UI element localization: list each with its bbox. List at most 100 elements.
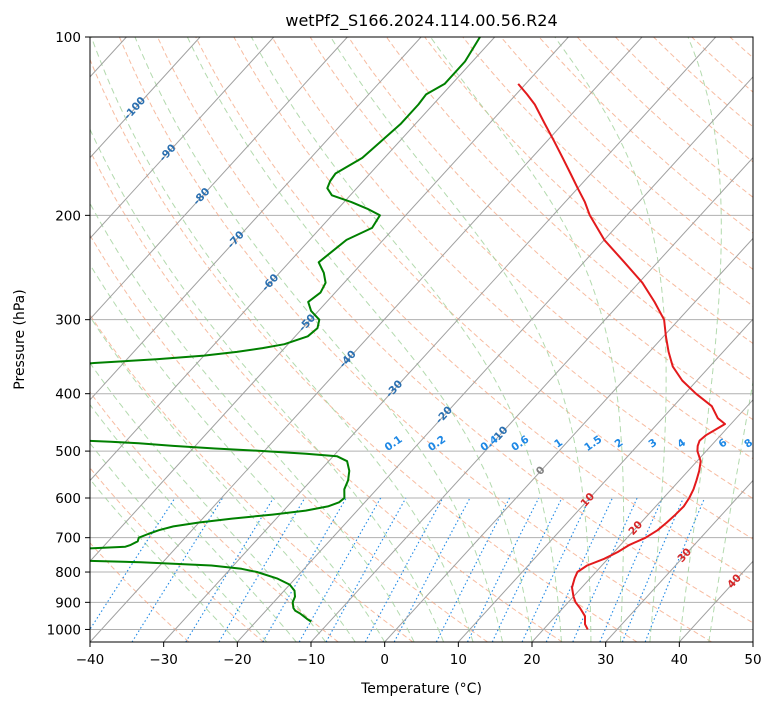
mixing-ratio-label: 2 <box>613 437 626 451</box>
background-lines <box>90 37 775 642</box>
moist-adiabat <box>90 128 445 642</box>
isotherm-line <box>90 37 201 159</box>
isotherm-line <box>163 37 717 642</box>
y-tick-label: 500 <box>55 444 81 460</box>
x-axis-label: Temperature (°C) <box>360 681 482 697</box>
mixing-ratio-line <box>599 497 663 642</box>
dry-adiabat <box>90 234 488 642</box>
series-layer <box>90 37 726 630</box>
mixing-ratio-label: 10 <box>761 435 775 453</box>
isotherm-line <box>90 37 422 401</box>
moist-adiabat <box>90 362 327 642</box>
moist-adiabat <box>708 379 753 642</box>
moist-adiabat <box>330 37 592 642</box>
chart-title: wetPf2_S166.2024.114.00.56.R24 <box>285 11 557 31</box>
dry-adiabat <box>271 37 753 500</box>
x-tick-label: 20 <box>523 652 540 668</box>
mixing-ratio-label: 1 <box>552 437 565 451</box>
temperature-profile-line <box>517 83 726 630</box>
isotherm-line <box>457 318 753 642</box>
x-tick-label: −40 <box>76 652 105 668</box>
isotherm-line <box>90 37 643 642</box>
dry-adiabat <box>386 37 753 382</box>
mixing-ratio-line <box>185 497 274 642</box>
dry-adiabat <box>90 391 339 642</box>
isotherm-line <box>531 399 753 642</box>
moist-adiabat <box>90 315 356 642</box>
mixing-ratio-line <box>393 497 471 642</box>
mixing-ratio-label: 6 <box>716 437 729 451</box>
dry-adiabat <box>653 37 753 128</box>
moist-adiabat <box>90 263 386 642</box>
y-tick-label: 200 <box>55 208 81 224</box>
dewpoint-profile-line <box>90 37 481 623</box>
isotherm-line <box>605 479 753 642</box>
mixing-ratio-line <box>325 497 407 642</box>
x-tick-label: 30 <box>597 652 614 668</box>
y-tick-label: 400 <box>55 387 81 403</box>
dry-adiabat <box>90 314 414 642</box>
dry-adiabat <box>768 37 775 642</box>
y-axis-label: Pressure (hPa) <box>12 289 28 389</box>
mixing-ratio-line <box>521 497 591 642</box>
mixing-ratio-line <box>621 497 684 642</box>
dry-adiabat <box>615 37 753 163</box>
x-tick-label: −20 <box>223 652 252 668</box>
moist-adiabat <box>90 37 474 642</box>
dry-adiabat <box>538 37 753 234</box>
dry-adiabat <box>157 37 753 624</box>
axes: −40 −30 −20 −10 0 10 20 30 40 50 100 200 300 400 500 60… <box>47 30 762 668</box>
y-tick-label: 300 <box>55 313 81 329</box>
dry-adiabat <box>424 37 753 345</box>
isotherm-line <box>90 37 275 240</box>
mixing-ratio-line <box>545 497 613 642</box>
moist-adiabat <box>90 442 268 642</box>
mixing-ratio-line <box>90 497 176 631</box>
isotherm-line <box>384 237 753 642</box>
isotherm-line <box>90 37 496 482</box>
mixing-ratio-line <box>572 497 638 642</box>
x-tick-label: −10 <box>297 652 326 668</box>
x-tick-label: 40 <box>671 652 688 668</box>
dry-adiabat <box>118 37 712 642</box>
x-tick-label: 50 <box>744 652 761 668</box>
dry-adiabat <box>576 37 753 198</box>
isotherm-line <box>752 641 753 642</box>
moist-adiabat <box>90 403 297 642</box>
dry-adiabat <box>90 467 264 642</box>
mixing-ratio-label: 8 <box>742 437 755 451</box>
isotherm-line <box>236 76 753 642</box>
mixing-ratio-line <box>467 497 540 642</box>
dry-adiabat <box>90 149 563 642</box>
mixing-ratio-line <box>131 497 223 642</box>
x-tick-label: −30 <box>149 652 178 668</box>
dry-adiabat <box>90 58 638 642</box>
dry-adiabat <box>90 542 190 642</box>
moist-adiabat <box>678 37 722 642</box>
dry-adiabat <box>729 37 753 59</box>
dry-adiabat <box>691 37 753 93</box>
y-tick-label: 900 <box>55 595 81 611</box>
dry-adiabat <box>195 37 753 582</box>
isotherm-line <box>90 37 569 563</box>
y-tick-label: 800 <box>55 565 81 581</box>
y-tick-label: 700 <box>55 531 81 547</box>
y-tick-label: 600 <box>55 491 81 507</box>
x-tick-label: 10 <box>450 652 467 668</box>
x-tick-label: 0 <box>380 652 389 668</box>
moist-adiabat <box>186 37 533 642</box>
y-tick-label: 100 <box>55 30 81 46</box>
mixing-ratio-line <box>218 497 306 642</box>
mixing-ratio-line <box>298 497 382 642</box>
moist-adiabat <box>554 37 667 642</box>
mixing-ratio-line <box>644 497 706 642</box>
moist-adiabat <box>430 37 625 642</box>
mixing-ratio-label: 3 <box>646 437 659 451</box>
plot-frame <box>89 36 754 643</box>
moist-adiabat <box>134 37 503 642</box>
moist-adiabat <box>250 37 562 642</box>
mixing-ratio-line <box>491 497 563 642</box>
isotherm-line <box>90 37 348 320</box>
